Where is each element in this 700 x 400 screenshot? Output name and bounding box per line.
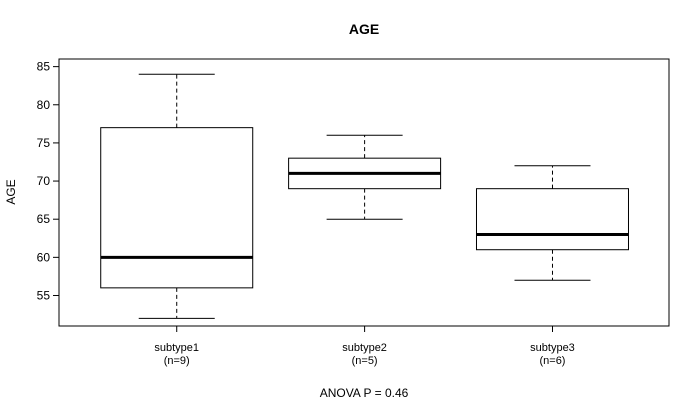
box-subtype3: [475, 165, 629, 281]
footer-annotation: ANOVA P = 0.46: [320, 386, 409, 400]
x-category-label: subtype1: [154, 342, 199, 354]
y-tick-label: 80: [37, 98, 51, 112]
y-tick-label: 70: [37, 174, 51, 188]
y-tick-label: 60: [37, 250, 51, 264]
x-category-count: (n=9): [164, 355, 190, 367]
x-category-count: (n=5): [352, 355, 378, 367]
y-tick-label: 65: [37, 212, 51, 226]
x-category-count: (n=6): [539, 355, 565, 367]
x-axis-labels: subtype1(n=9) subtype2(n=5) subtype3(n=6): [154, 326, 575, 367]
box-subtype1: [100, 73, 254, 319]
y-tick-label: 75: [37, 136, 51, 150]
plot-frame: [58, 58, 670, 327]
y-tick-label: 55: [37, 288, 51, 302]
iqr-box: [475, 188, 629, 251]
y-axis-label: AGE: [4, 179, 18, 204]
iqr-box: [100, 127, 254, 289]
y-axis: 55 60 65 70 75 80 85: [37, 60, 59, 302]
chart-title: AGE: [349, 21, 379, 37]
x-category-label: subtype3: [530, 342, 575, 354]
boxes: [100, 73, 629, 319]
y-tick-label: 85: [37, 60, 51, 74]
box-subtype2: [288, 134, 442, 220]
x-category-label: subtype2: [342, 342, 387, 354]
